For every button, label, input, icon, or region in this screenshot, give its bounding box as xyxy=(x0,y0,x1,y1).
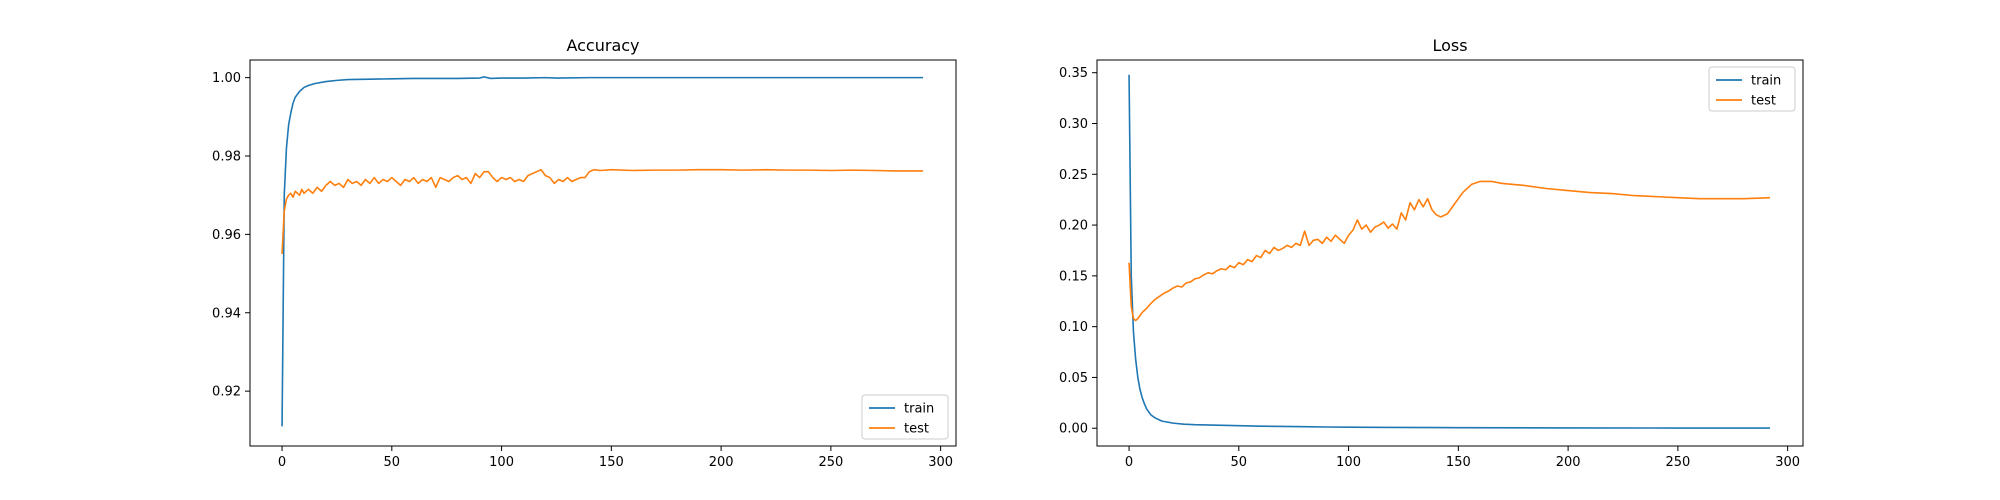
loss-legend-label-train: train xyxy=(1751,74,1781,89)
loss-legend-label-test: test xyxy=(1751,94,1776,109)
accuracy-legend: train test xyxy=(861,394,949,440)
accuracy-x-tick-label: 100 xyxy=(489,455,514,470)
loss-y-tick-label: 0.20 xyxy=(1059,219,1088,234)
loss-x-tick-label: 100 xyxy=(1336,455,1361,470)
accuracy-legend-label-train: train xyxy=(904,402,934,417)
loss-x-tick-label: 250 xyxy=(1665,455,1690,470)
accuracy-x-tick-label: 300 xyxy=(928,455,953,470)
loss-y-tick-label: 0.10 xyxy=(1059,320,1088,335)
accuracy-x-tick-label: 0 xyxy=(278,455,286,470)
accuracy-legend-label-test: test xyxy=(904,422,929,437)
loss-y-tick-label: 0.05 xyxy=(1059,371,1088,386)
loss-chart: Loss 0 50 100 150 200 250 300 0.00 0.05 0.10 0.15 0.… xyxy=(1059,36,1804,470)
accuracy-chart: Accuracy 0 50 100 150 200 250 300 0.92 0.94 0.96 0.… xyxy=(212,36,957,470)
loss-x-tick-label: 300 xyxy=(1775,455,1800,470)
accuracy-x-tick-label: 50 xyxy=(384,455,401,470)
loss-train-line xyxy=(1128,74,1771,429)
accuracy-y-tick-label: 0.92 xyxy=(212,385,241,400)
loss-y-tick-label: 0.15 xyxy=(1059,269,1088,284)
accuracy-x-tick-label: 150 xyxy=(599,455,624,470)
accuracy-y-tick-label: 0.98 xyxy=(212,150,241,165)
loss-axes-frame xyxy=(1096,59,1804,447)
loss-y-tick-label: 0.25 xyxy=(1059,168,1088,183)
loss-legend: train test xyxy=(1708,66,1796,112)
accuracy-y-tick-label: 1.00 xyxy=(212,71,241,86)
loss-y-tick-label: 0.00 xyxy=(1059,422,1088,437)
loss-title: Loss xyxy=(1432,36,1467,55)
loss-y-tick-label: 0.35 xyxy=(1059,66,1088,81)
accuracy-axes-frame xyxy=(249,59,957,447)
loss-x-tick-label: 150 xyxy=(1446,455,1471,470)
loss-y-tick-label: 0.30 xyxy=(1059,117,1088,132)
loss-x-tick-label: 50 xyxy=(1231,455,1248,470)
loss-x-tick-label: 0 xyxy=(1125,455,1133,470)
accuracy-x-tick-label: 200 xyxy=(709,455,734,470)
accuracy-y-tick-label: 0.96 xyxy=(212,228,241,243)
loss-x-tick-label: 200 xyxy=(1556,455,1581,470)
accuracy-train-line xyxy=(281,76,924,427)
accuracy-test-line xyxy=(281,168,924,255)
accuracy-x-tick-label: 250 xyxy=(818,455,843,470)
accuracy-title: Accuracy xyxy=(566,36,639,55)
loss-test-line xyxy=(1128,180,1771,322)
accuracy-y-tick-label: 0.94 xyxy=(212,306,241,321)
